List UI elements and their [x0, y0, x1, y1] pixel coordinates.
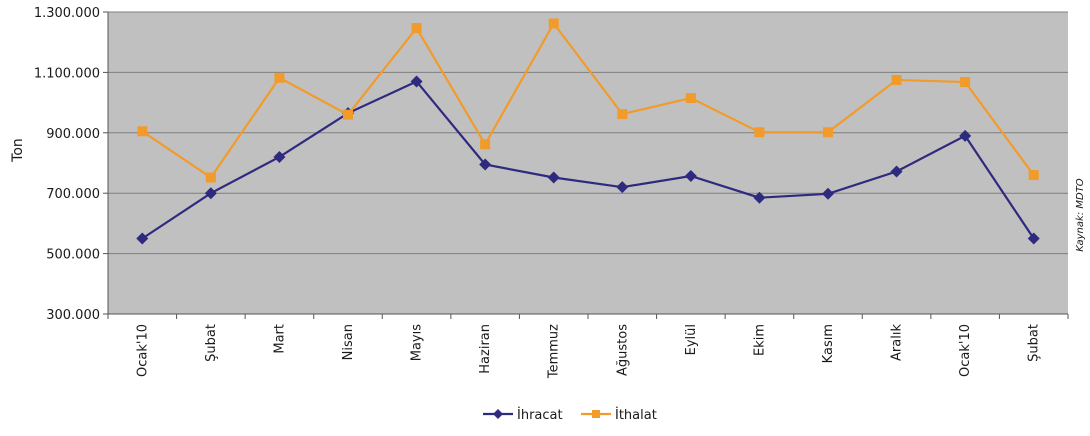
x-tick-label: Temmuz: [547, 324, 562, 379]
x-tick-label: Şubat: [204, 324, 219, 362]
ihracat-point: [479, 158, 492, 171]
y-tick-label: 900.000: [46, 127, 100, 142]
y-tick-label: 1.300.000: [34, 6, 100, 21]
y-tick-label: 1.100.000: [34, 66, 100, 81]
y-tick-label: 500.000: [46, 248, 100, 263]
ithalat-point: [617, 109, 628, 120]
x-tick-label: Mart: [272, 324, 287, 354]
legend-label: İthalat: [615, 407, 657, 423]
legend-label: İhracat: [517, 407, 563, 423]
ithalat-point: [343, 109, 353, 120]
ithalat-point: [891, 74, 902, 85]
x-tick-label: Ocak'10: [135, 324, 150, 377]
y-tick-label: 700.000: [46, 187, 100, 202]
ithalat-point: [754, 127, 765, 138]
ithalat-point: [411, 23, 422, 34]
x-tick-label: Eylül: [684, 324, 699, 355]
ihracat-point: [136, 232, 149, 245]
y-tick-label: 300.000: [46, 308, 100, 323]
x-tick-label: Ekim: [752, 324, 767, 356]
x-tick-label: Nisan: [341, 324, 356, 360]
x-tick-label: Aralık: [890, 324, 905, 361]
ithalat-point: [205, 172, 216, 183]
ihracat-point: [410, 75, 423, 88]
ithalat-point: [548, 18, 559, 29]
y-axis-label: Ton: [10, 138, 26, 163]
series-line-ihracat: [141, 80, 1035, 240]
ithalat-point: [685, 93, 696, 104]
ihracat-point: [822, 187, 834, 200]
x-tick-label: Şubat: [1027, 324, 1042, 362]
ithalat-point: [823, 127, 833, 138]
ithalat-point: [274, 72, 285, 83]
x-tick-label: Kasım: [821, 324, 836, 363]
ihracat-point: [890, 165, 903, 178]
ihracat-point: [616, 181, 629, 194]
x-tick-label: Ocak'10: [958, 324, 973, 377]
legend-marker-ithalat: [592, 410, 600, 418]
legend-marker-ihracat: [493, 409, 503, 419]
ithalat-point: [480, 139, 491, 150]
ihracat-point: [273, 150, 286, 163]
ithalat-point: [960, 77, 971, 88]
ihracat-point: [547, 171, 560, 184]
ihracat-point: [684, 169, 697, 182]
ihracat-point: [753, 191, 766, 204]
source-note: Kaynak: MDTO: [1075, 178, 1086, 251]
ithalat-point: [137, 126, 148, 137]
ithalat-point: [1028, 170, 1039, 181]
x-tick-label: Haziran: [478, 324, 493, 374]
ihracat-point: [1027, 232, 1040, 245]
x-tick-label: Ağustos: [615, 324, 630, 376]
plot-area: [108, 12, 1068, 314]
series-line-ithalat: [141, 21, 1035, 180]
ihracat-point: [204, 187, 217, 200]
ihracat-point: [959, 129, 972, 142]
x-tick-label: Mayıs: [410, 324, 425, 361]
